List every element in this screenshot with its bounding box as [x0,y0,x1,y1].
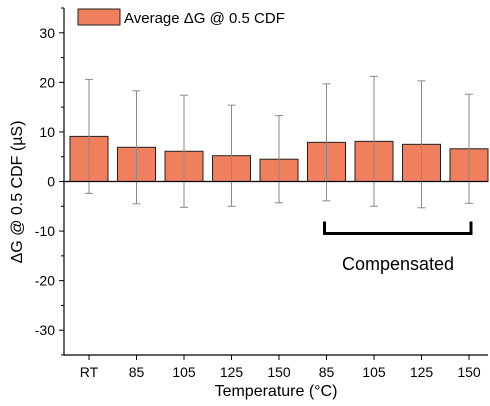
compensated-bracket [323,221,473,236]
legend-label: Average ΔG @ 0.5 CDF [124,10,285,27]
y-tick-label: 0 [47,174,55,190]
y-tick-label: 20 [39,74,55,90]
ticks-layer: -30 -20 -10 0 10 20 30 RT 85 105 125 150 85 105 125 150 [35,7,481,380]
x-tick-label: 85 [319,364,335,380]
x-axis-title: Temperature (°C) [215,383,338,400]
y-tick-label: -30 [35,322,55,338]
x-tick-label: RT [80,364,99,380]
y-axis-title: ΔG @ 0.5 CDF (µS) [9,121,26,264]
legend: Average ΔG @ 0.5 CDF [77,8,285,27]
x-tick-label: 150 [267,364,291,380]
legend-swatch [77,8,121,26]
y-tick-label: -10 [35,223,55,239]
x-tick-label: 85 [129,364,145,380]
x-tick-label: 125 [410,364,434,380]
x-tick-label: 105 [362,364,386,380]
annotation-label: Compensated [342,254,454,274]
axes-layer [63,8,488,356]
x-tick-label: 150 [457,364,481,380]
y-tick-label: 10 [39,124,55,140]
x-tick-label: 125 [220,364,244,380]
error-bars-layer [85,75,473,209]
y-tick-label: 30 [39,25,55,41]
annotation: Compensated [323,221,473,274]
x-tick-label: 105 [172,364,196,380]
y-tick-label: -20 [35,273,55,289]
